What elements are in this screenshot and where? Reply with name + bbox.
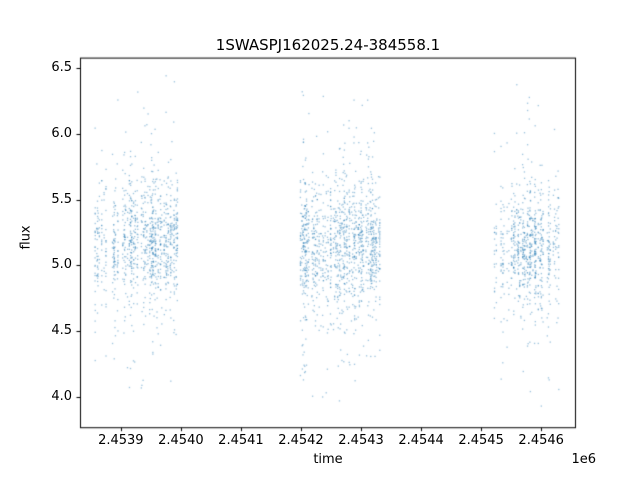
x-axis-offset-label: 1e6 — [571, 452, 596, 467]
y-axis-label: flux — [18, 225, 34, 250]
chart-title: 1SWASPJ162025.24-384558.1 — [215, 36, 441, 54]
x-tick-label: 2.4541 — [218, 433, 264, 448]
x-tick-label: 2.4539 — [98, 433, 144, 448]
y-tick-label: 4.5 — [51, 323, 72, 339]
y-tick-label: 6.0 — [51, 125, 72, 141]
x-tick-label: 2.4540 — [158, 433, 204, 448]
x-tick-label: 2.4545 — [458, 433, 504, 448]
x-tick-label: 2.4542 — [278, 433, 324, 448]
y-tick-label: 4.0 — [51, 388, 72, 404]
y-tick-label: 6.5 — [51, 60, 72, 76]
x-tick-label: 2.4546 — [518, 433, 564, 448]
x-tick-label: 2.4544 — [398, 433, 444, 448]
x-axis-label: time — [313, 452, 343, 467]
y-tick-label: 5.0 — [51, 257, 72, 273]
x-tick-label: 2.4543 — [338, 433, 384, 448]
y-tick-label: 5.5 — [51, 191, 72, 207]
